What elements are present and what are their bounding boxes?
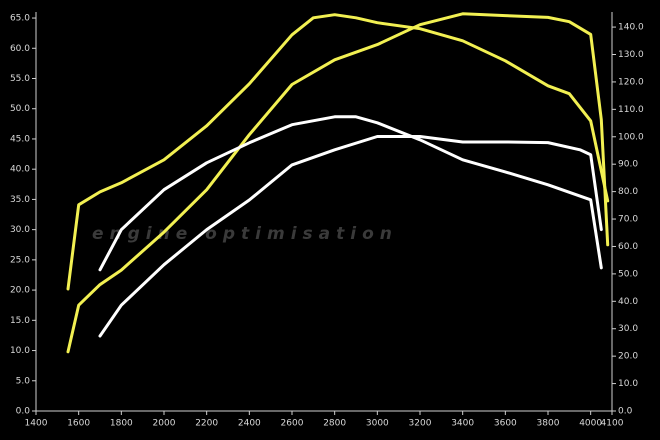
y-tick-label: 30.0 [10,225,30,235]
y2-tick-label: 100.0 [618,132,644,142]
y-tick-label: 60.0 [10,44,30,54]
y-tick-label: 35.0 [10,195,30,205]
y-tick-label: 50.0 [10,104,30,114]
x-tick-label: 3200 [409,419,432,429]
x-tick-label: 2400 [238,419,261,429]
x-tick-label: 3400 [451,419,474,429]
y2-tick-label: 60.0 [618,242,638,252]
y2-tick-label: 10.0 [618,379,638,389]
x-tick-label: 1800 [110,419,133,429]
x-tick-label: 2800 [323,419,346,429]
line-series [98,115,603,272]
y-tick-label: 15.0 [10,316,30,326]
x-tick-label: 4100 [601,419,624,429]
y-tick-label: 45.0 [10,134,30,144]
x-tick-label: 4000 [579,419,602,429]
y-tick-label: 40.0 [10,165,30,175]
y2-tick-label: 40.0 [618,297,638,307]
y2-tick-label: 130.0 [618,50,644,60]
y2-tick-label: 50.0 [618,269,638,279]
y2-tick-label: 110.0 [618,105,644,115]
x-tick-label: 3800 [537,419,560,429]
line-series [66,12,610,354]
y-tick-label: 5.0 [16,376,31,386]
y2-tick-label: 0.0 [618,407,633,417]
y2-tick-label: 20.0 [618,352,638,362]
x-tick-label: 3000 [366,419,389,429]
y-tick-label: 10.0 [10,346,30,356]
x-tick-label: 2600 [281,419,304,429]
x-tick-label: 2000 [153,419,176,429]
y-tick-label: 65.0 [10,14,30,24]
line-series [98,135,603,338]
y-tick-label: 55.0 [10,74,30,84]
y-tick-label: 20.0 [10,286,30,296]
y2-tick-label: 80.0 [618,187,638,197]
y2-tick-label: 120.0 [618,77,644,87]
x-tick-label: 1600 [67,419,90,429]
watermark: engine optimisation [92,224,398,244]
y-tick-label: 0.0 [16,407,31,417]
y2-tick-label: 30.0 [618,324,638,334]
x-tick-label: 3600 [494,419,517,429]
y2-tick-label: 70.0 [618,215,638,225]
x-tick-label: 2200 [195,419,218,429]
y2-tick-label: 90.0 [618,160,638,170]
line-series [66,13,610,291]
x-tick-label: 1400 [25,419,48,429]
y-tick-label: 25.0 [10,255,30,265]
y2-tick-label: 140.0 [618,23,644,33]
